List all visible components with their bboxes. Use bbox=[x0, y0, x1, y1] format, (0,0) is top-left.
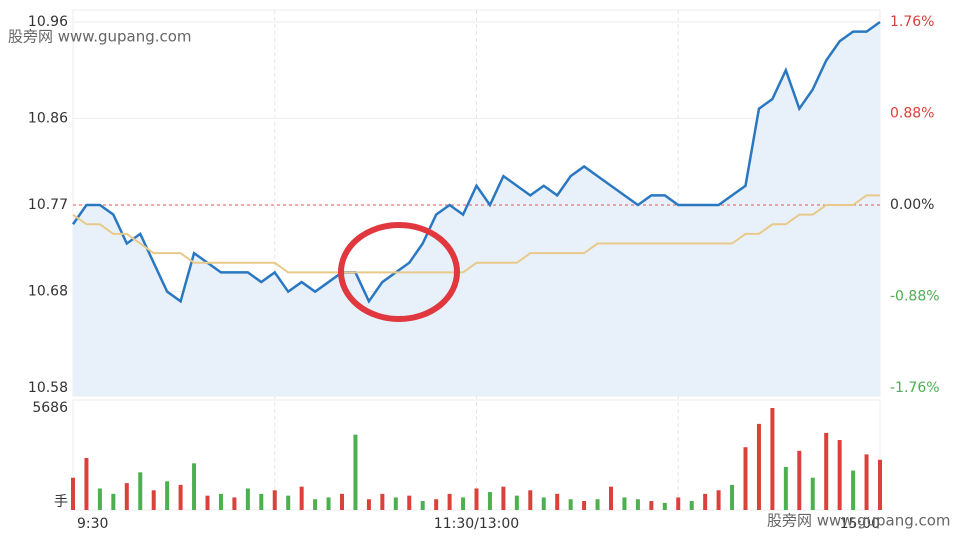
volume-bar bbox=[703, 493, 708, 510]
volume-bar bbox=[192, 463, 197, 510]
volume-bar bbox=[286, 495, 291, 510]
volume-bar bbox=[635, 499, 640, 510]
y2-tick-label: 1.76% bbox=[890, 14, 934, 30]
volume-bar bbox=[770, 408, 775, 510]
volume-bar bbox=[434, 499, 439, 510]
volume-bar bbox=[595, 499, 600, 510]
price-area bbox=[73, 22, 880, 396]
volume-bar bbox=[797, 450, 802, 510]
volume-bar bbox=[218, 493, 223, 510]
watermark: 股旁网 www.gupang.com bbox=[8, 28, 192, 46]
volume-bar bbox=[568, 499, 573, 510]
watermark: 股旁网 www.gupang.com bbox=[767, 512, 951, 530]
volume-bar bbox=[716, 490, 721, 510]
volume-bar bbox=[810, 477, 815, 510]
volume-bar bbox=[245, 488, 250, 510]
volume-bar bbox=[662, 502, 667, 510]
volume-bar bbox=[420, 501, 425, 510]
volume-bar bbox=[474, 488, 479, 510]
volume-bar bbox=[178, 484, 183, 510]
x-tick-label: 9:30 bbox=[77, 516, 108, 532]
volume-bar bbox=[514, 495, 519, 510]
volume-bar bbox=[743, 447, 748, 510]
y-tick-label: 10.77 bbox=[28, 197, 68, 213]
volume-bar bbox=[165, 481, 170, 510]
volume-bar bbox=[407, 495, 412, 510]
volume-bar bbox=[138, 472, 143, 510]
volume-bar bbox=[609, 486, 613, 510]
volume-bar bbox=[851, 470, 856, 510]
volume-unit: 手 bbox=[54, 494, 68, 510]
volume-bar bbox=[205, 495, 210, 510]
volume-bar bbox=[487, 492, 492, 510]
volume-bar bbox=[97, 488, 102, 510]
volume-bar bbox=[447, 493, 452, 510]
y2-tick-label: 0.88% bbox=[890, 106, 934, 122]
volume-bar bbox=[340, 493, 344, 510]
y-tick-label: 5686 bbox=[32, 400, 68, 416]
y-tick-label: 10.58 bbox=[28, 380, 68, 396]
volume-bar bbox=[756, 423, 761, 510]
volume-bar bbox=[124, 483, 129, 510]
y-tick-label: 10.68 bbox=[28, 284, 68, 300]
y2-tick-label: -0.88% bbox=[890, 289, 940, 305]
volume-bar bbox=[272, 490, 277, 510]
volume-bar bbox=[783, 466, 788, 510]
volume-bar bbox=[582, 501, 587, 510]
volume-bar bbox=[313, 499, 318, 510]
y2-tick-label: 0.00% bbox=[890, 197, 934, 213]
volume-bar bbox=[649, 501, 654, 510]
y-tick-label: 10.86 bbox=[28, 110, 68, 126]
highlight-circle bbox=[338, 222, 460, 322]
average-line bbox=[72, 194, 880, 274]
volume-bar bbox=[461, 497, 466, 510]
y2-tick-label: -1.76% bbox=[890, 380, 940, 396]
volume-bar bbox=[84, 457, 89, 510]
volume-bar bbox=[837, 440, 842, 510]
volume-bar bbox=[232, 497, 237, 510]
volume-bar bbox=[71, 477, 75, 510]
volume-bar bbox=[501, 486, 506, 510]
volume-bar bbox=[366, 499, 371, 510]
y-tick-label: 10.96 bbox=[28, 14, 68, 30]
volume-bar bbox=[730, 484, 735, 510]
x-tick-label: 15:00 bbox=[840, 516, 880, 532]
volume-bar bbox=[622, 497, 627, 510]
volume-bar bbox=[676, 497, 681, 510]
volume-bar bbox=[111, 493, 116, 510]
volume-bar bbox=[824, 432, 829, 510]
x-tick-label: 11:30/13:00 bbox=[434, 516, 519, 532]
volume-bar bbox=[326, 497, 331, 510]
volume-bar bbox=[393, 497, 398, 510]
volume-bar bbox=[528, 490, 533, 510]
volume-bar bbox=[380, 493, 385, 510]
volume-bar bbox=[151, 490, 156, 510]
volume-bar bbox=[555, 493, 560, 510]
volume-bar bbox=[689, 501, 694, 510]
volume-bar bbox=[259, 493, 264, 510]
volume-bar bbox=[541, 497, 546, 510]
volume-bar bbox=[864, 454, 869, 510]
volume-bar bbox=[299, 486, 304, 510]
volume-bar bbox=[353, 434, 358, 510]
volume-bar bbox=[878, 459, 882, 510]
